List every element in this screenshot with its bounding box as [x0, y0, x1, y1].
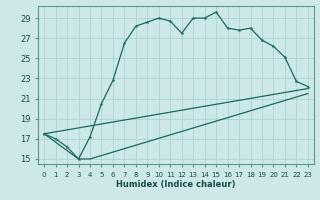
X-axis label: Humidex (Indice chaleur): Humidex (Indice chaleur) — [116, 180, 236, 189]
